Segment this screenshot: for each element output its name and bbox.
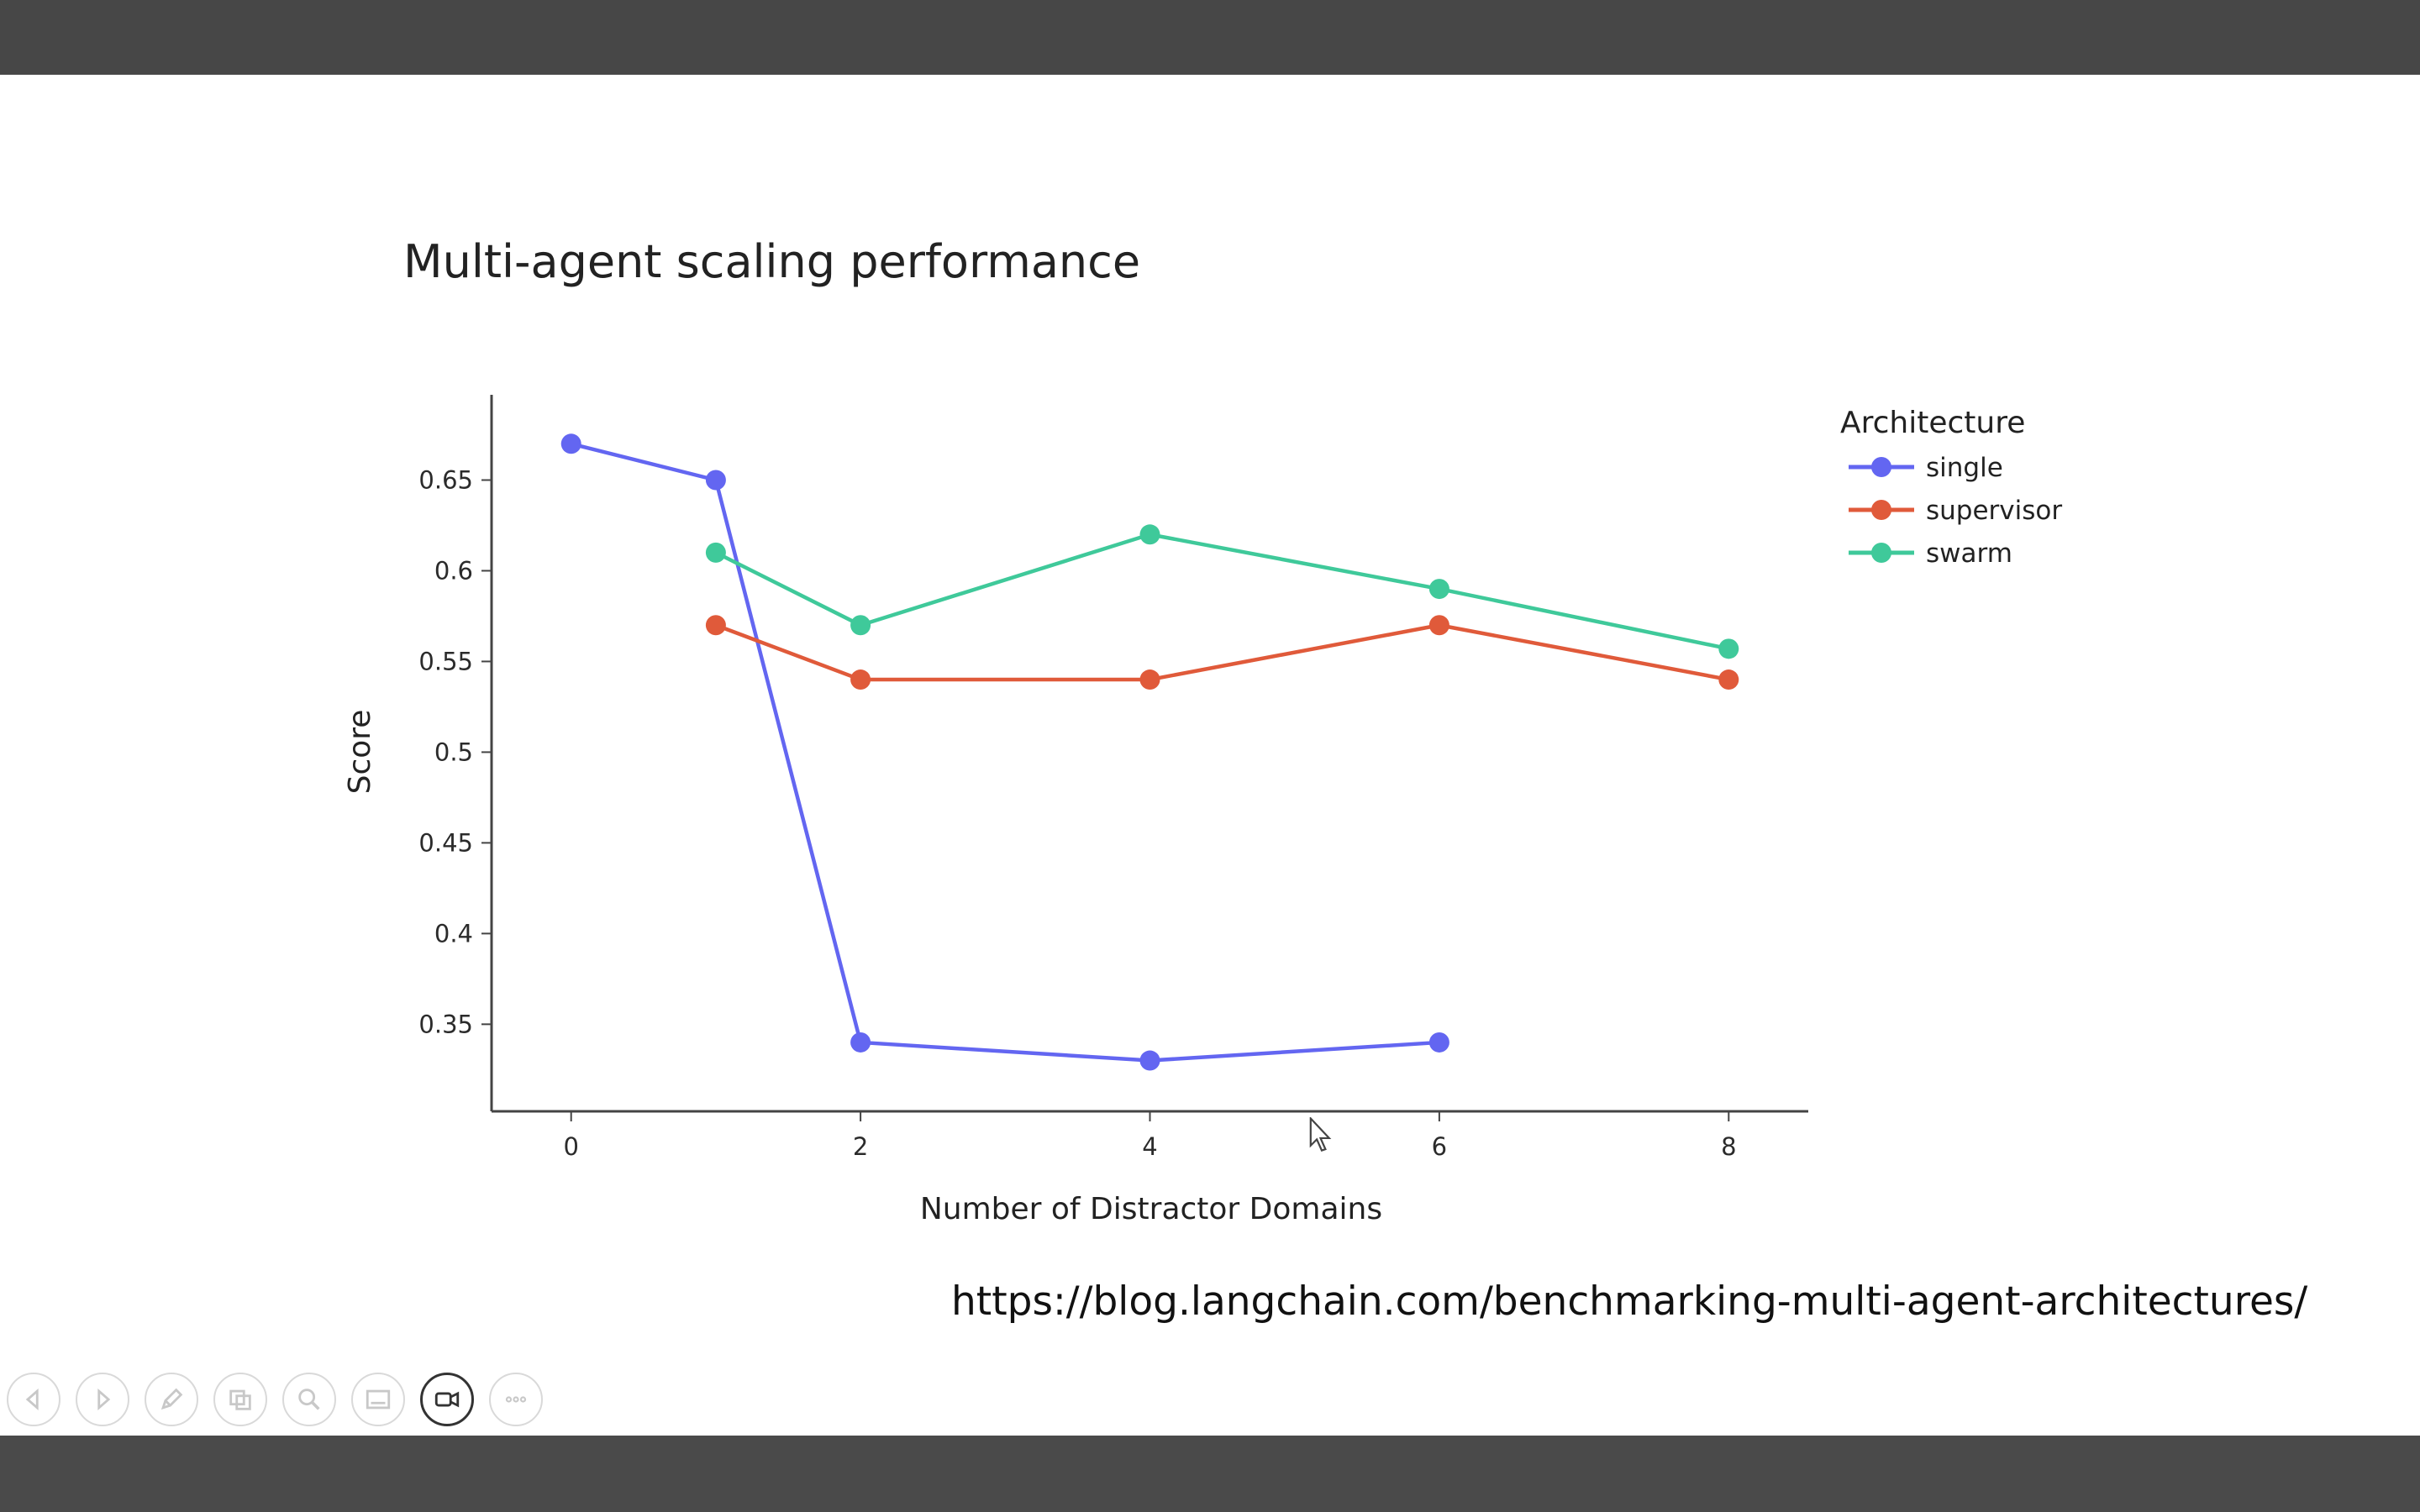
more-icon	[505, 1396, 527, 1403]
data-point-supervisor	[1139, 669, 1160, 690]
data-point-swarm	[1718, 638, 1739, 659]
chart-title: Multi-agent scaling performance	[403, 235, 1141, 288]
data-point-swarm	[1139, 524, 1160, 545]
next-button[interactable]	[76, 1373, 129, 1426]
x-tick-label: 6	[1432, 1132, 1447, 1161]
x-axis-title: Number of Distractor Domains	[920, 1192, 1382, 1226]
pen-icon	[160, 1388, 183, 1410]
presentation-slide	[0, 75, 2420, 1436]
x-tick-label: 2	[853, 1132, 868, 1161]
next-icon	[97, 1388, 111, 1411]
slides-icon	[229, 1389, 251, 1410]
y-tick-label: 0.6	[434, 556, 473, 585]
chart-axes	[490, 395, 1808, 1113]
y-tick-label: 0.65	[418, 465, 473, 494]
y-tick-label: 0.55	[418, 647, 473, 675]
legend-marker-single	[1871, 457, 1891, 477]
x-ticks: 0 2 4 6 8	[563, 1111, 1737, 1161]
legend-title: Architecture	[1840, 406, 2025, 440]
y-tick-label: 0.5	[434, 738, 473, 766]
camera-icon	[434, 1391, 460, 1408]
presentation-toolbar	[7, 1373, 543, 1430]
series-line-single	[571, 442, 1440, 1063]
legend-label-swarm: swarm	[1926, 538, 2012, 569]
data-point-single	[705, 470, 726, 491]
legend-label-supervisor: supervisor	[1926, 496, 2062, 526]
camera-button[interactable]	[420, 1373, 474, 1426]
legend-label-single: single	[1926, 453, 2003, 483]
data-point-supervisor	[1718, 669, 1739, 690]
x-tick-label: 4	[1142, 1132, 1157, 1161]
y-ticks: 0.35 0.4 0.45 0.5 0.55 0.6 0.65	[418, 465, 492, 1038]
legend: Architecture single supervisor swarm	[1840, 406, 2062, 569]
subtitles-icon	[366, 1389, 391, 1410]
data-point-single	[1428, 1032, 1449, 1053]
y-tick-label: 0.45	[418, 828, 473, 857]
bottom-bar	[0, 1436, 2420, 1512]
slides-button[interactable]	[213, 1373, 267, 1426]
data-point-swarm	[1428, 579, 1449, 600]
data-point-single	[1139, 1050, 1160, 1071]
source-url[interactable]: https://blog.langchain.com/benchmarking-…	[951, 1278, 2308, 1325]
y-tick-label: 0.35	[418, 1010, 473, 1038]
mouse-cursor-icon	[1309, 1117, 1332, 1152]
data-point-swarm	[850, 615, 871, 636]
series-markers	[560, 433, 1739, 1071]
more-button[interactable]	[489, 1373, 543, 1426]
zoom-icon	[298, 1389, 320, 1410]
data-point-supervisor	[705, 615, 726, 636]
x-tick-label: 8	[1721, 1132, 1736, 1161]
y-tick-label: 0.4	[434, 919, 473, 948]
subtitles-button[interactable]	[351, 1373, 405, 1426]
series-line-supervisor	[715, 623, 1729, 682]
previous-button[interactable]	[7, 1373, 60, 1426]
x-tick-label: 0	[563, 1132, 578, 1161]
legend-marker-swarm	[1871, 543, 1891, 563]
data-point-swarm	[705, 542, 726, 563]
legend-marker-supervisor	[1871, 500, 1891, 520]
data-point-single	[560, 433, 581, 454]
data-point-supervisor	[850, 669, 871, 690]
zoom-button[interactable]	[282, 1373, 336, 1426]
y-axis-title: Score	[343, 710, 377, 795]
previous-icon	[25, 1388, 39, 1411]
pen-button[interactable]	[145, 1373, 198, 1426]
data-point-supervisor	[1428, 615, 1449, 636]
top-bar	[0, 0, 2420, 75]
data-point-single	[850, 1032, 871, 1053]
